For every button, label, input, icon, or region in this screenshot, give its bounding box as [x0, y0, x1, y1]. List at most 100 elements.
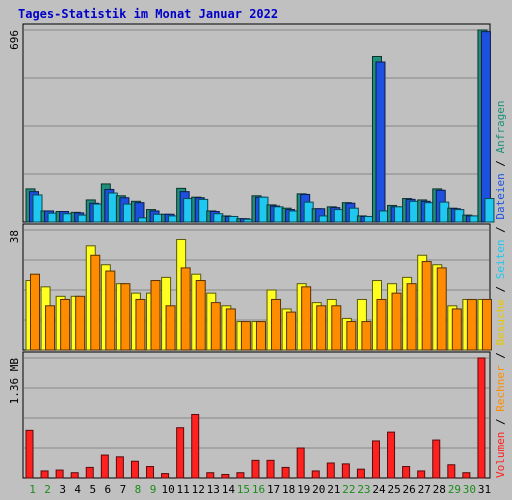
bar-rechner-day-22 [346, 321, 357, 351]
legend-item-seiten: Seiten [494, 240, 507, 280]
x-tick-label: 20 [312, 483, 325, 496]
plot-frame-top [22, 23, 491, 223]
bar-volumen-day-25 [387, 431, 396, 479]
chart-title: Tages-Statistik im Monat Januar 2022 [18, 7, 278, 21]
bar-rechner-day-30 [466, 298, 477, 351]
bar-volumen-day-1 [25, 429, 34, 479]
bar-rechner-day-2 [45, 305, 56, 351]
bar-volumen-day-10 [161, 473, 170, 479]
bar-rechner-day-10 [165, 305, 176, 351]
legend-separator: / [494, 279, 507, 299]
bar-volumen-day-27 [417, 470, 426, 479]
bar-rechner-day-21 [331, 305, 342, 351]
bar-rechner-day-26 [406, 283, 417, 351]
bar-volumen-day-23 [356, 468, 365, 479]
bar-rechner-day-4 [75, 295, 86, 351]
bar-volumen-day-5 [85, 466, 94, 479]
bar-volumen-day-31 [477, 357, 486, 479]
x-tick-label: 5 [89, 483, 96, 496]
x-tick-label: 16 [252, 483, 265, 496]
bar-rechner-day-8 [135, 298, 146, 351]
bar-volumen-day-22 [341, 463, 350, 479]
bar-volumen-day-24 [371, 440, 380, 479]
bar-seiten-day-22 [348, 207, 359, 223]
legend-item-rechner: Rechner [494, 365, 507, 412]
legend-separator: / [494, 220, 507, 240]
x-tick-label: 7 [120, 483, 127, 496]
y-max-label-bottom: 1.36 MB [8, 358, 21, 405]
bar-rechner-day-24 [376, 298, 387, 351]
x-tick-label: 10 [161, 483, 174, 496]
x-tick-label: 2 [44, 483, 51, 496]
bar-rechner-day-23 [361, 321, 372, 351]
bar-volumen-day-8 [130, 460, 139, 479]
bar-rechner-day-25 [391, 292, 402, 351]
bar-volumen-day-3 [55, 469, 64, 479]
bar-volumen-day-12 [191, 413, 200, 479]
bar-dateien-day-31 [480, 31, 491, 223]
bar-rechner-day-29 [451, 308, 462, 351]
bar-rechner-day-28 [436, 267, 447, 351]
x-tick-label: 3 [59, 483, 66, 496]
x-tick-label: 1 [29, 483, 36, 496]
bar-seiten-day-1 [32, 194, 43, 223]
bar-dateien-day-24 [375, 61, 386, 223]
x-tick-label: 14 [222, 483, 236, 496]
bar-rechner-day-3 [60, 298, 71, 351]
bar-volumen-day-4 [70, 472, 79, 479]
bar-rechner-day-7 [120, 283, 131, 351]
x-tick-label: 24 [372, 483, 386, 496]
bar-rechner-day-1 [30, 273, 40, 351]
bar-volumen-day-7 [115, 456, 124, 479]
bar-rechner-day-27 [421, 261, 432, 351]
bar-rechner-day-15 [240, 321, 251, 351]
bar-rechner-day-18 [286, 311, 297, 351]
bar-volumen-day-11 [176, 427, 185, 479]
x-tick-label: 28 [433, 483, 446, 496]
x-tick-label: 15 [237, 483, 250, 496]
legend-separator: / [494, 412, 507, 432]
x-tick-label: 8 [135, 483, 142, 496]
bar-volumen-day-21 [326, 462, 335, 479]
y-max-label-top: 696 [8, 30, 21, 50]
bar-rechner-day-19 [301, 286, 312, 351]
legend-separator: / [494, 346, 507, 366]
legend: Volumen / Rechner / Besuche / Seiten / D… [494, 100, 507, 478]
bar-rechner-day-16 [255, 321, 266, 351]
x-tick-label: 22 [342, 483, 355, 496]
x-tick-label: 4 [74, 483, 81, 496]
x-tick-label: 17 [267, 483, 280, 496]
bar-rechner-day-11 [180, 267, 191, 351]
bar-volumen-day-26 [402, 466, 411, 479]
x-tick-label: 27 [418, 483, 431, 496]
legend-separator: / [494, 153, 507, 173]
x-tick-label: 18 [282, 483, 295, 496]
bar-rechner-day-20 [316, 305, 327, 351]
bar-rechner-day-14 [225, 308, 236, 351]
x-tick-label: 11 [177, 483, 190, 496]
plot-frame-bottom [22, 351, 491, 479]
bar-volumen-day-2 [40, 470, 49, 479]
legend-item-anfragen: Anfragen [494, 100, 507, 153]
x-tick-label: 12 [192, 483, 205, 496]
x-tick-label: 19 [297, 483, 310, 496]
x-tick-label: 25 [387, 483, 400, 496]
legend-item-besuche: Besuche [494, 299, 507, 345]
bar-rechner-day-31 [481, 298, 492, 351]
bar-volumen-day-18 [281, 466, 290, 479]
bar-seiten-day-31 [484, 198, 495, 223]
bar-volumen-day-16 [251, 459, 260, 479]
bar-rechner-day-9 [150, 280, 161, 351]
bar-rechner-day-13 [210, 302, 221, 351]
bar-volumen-day-14 [221, 473, 230, 479]
x-tick-label: 9 [150, 483, 157, 496]
x-tick-label: 21 [327, 483, 340, 496]
bar-volumen-day-30 [462, 472, 471, 479]
bar-volumen-day-19 [296, 447, 305, 479]
x-tick-label: 30 [463, 483, 476, 496]
bar-volumen-day-28 [432, 439, 441, 479]
bar-volumen-day-13 [206, 472, 215, 479]
bar-volumen-day-9 [146, 466, 155, 479]
bar-rechner-day-6 [105, 270, 116, 351]
bar-rechner-day-17 [271, 298, 282, 351]
